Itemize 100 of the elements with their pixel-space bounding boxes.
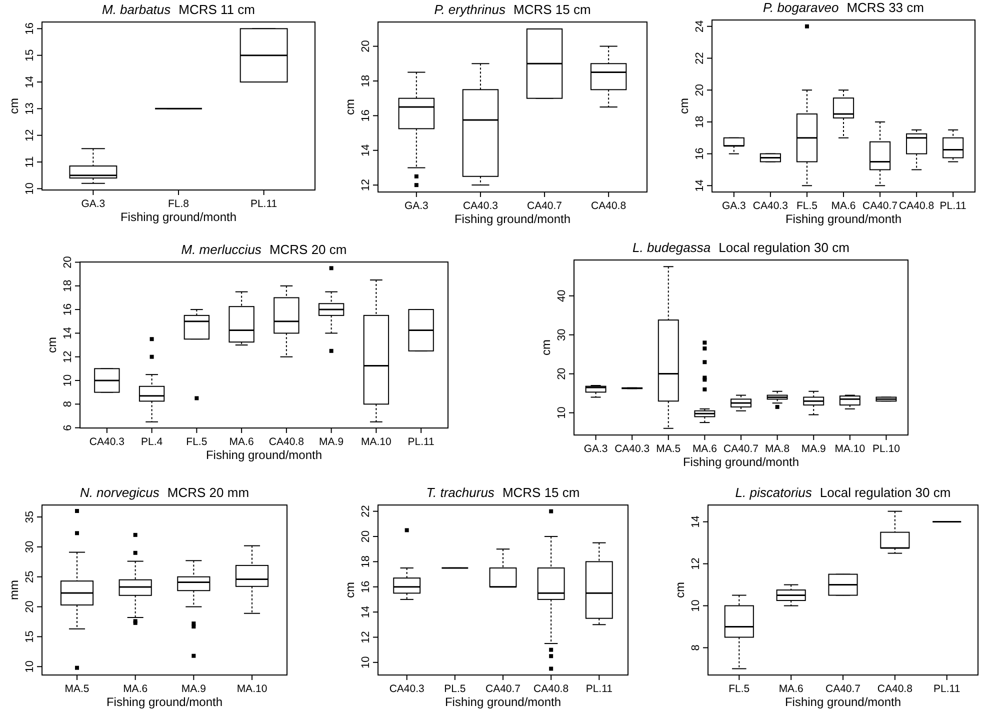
x-tick-label: MA.9 — [801, 443, 826, 455]
x-axis-title: Fishing ground/month — [785, 212, 902, 226]
y-tick-label: 10 — [24, 182, 36, 195]
y-tick-label: 20 — [62, 256, 74, 268]
chart-title: M. barbatus — [102, 2, 172, 17]
y-tick-label: 16 — [694, 148, 706, 160]
x-tick-label: PL.11 — [940, 200, 967, 212]
y-axis-title: cm — [45, 337, 59, 353]
y-tick-label: 22 — [694, 52, 706, 64]
y-tick-label: 10 — [690, 600, 702, 612]
x-tick-label: CA40.3 — [614, 443, 650, 455]
x-axis-title: Fishing ground/month — [784, 695, 902, 709]
x-tick-label: MA.10 — [361, 436, 392, 448]
x-tick-label: CA40.3 — [389, 683, 425, 695]
y-tick-label: 6 — [62, 424, 74, 431]
y-tick-label: 10 — [360, 656, 372, 669]
chart-title: T. trachurus — [426, 485, 495, 500]
x-tick-label: CA40.7 — [862, 200, 898, 212]
x-tick-label: CA40.8 — [268, 436, 304, 448]
y-axis-title: cm — [539, 340, 553, 356]
x-tick-label: MA.9 — [319, 436, 344, 448]
chart-title: L. piscatorius — [735, 485, 812, 500]
chart-subtitle: MCRS 33 cm — [846, 0, 924, 15]
y-tick-label: 14 — [24, 76, 36, 88]
y-tick-label: 25 — [24, 570, 36, 583]
chart-subtitle: Local regulation 30 cm — [820, 485, 951, 500]
x-tick-label: MA.9 — [181, 683, 206, 695]
x-tick-label: CA40.7 — [825, 683, 861, 695]
y-tick-label: 30 — [24, 540, 36, 554]
y-tick-label: 18 — [360, 74, 372, 88]
y-tick-label: 14 — [360, 144, 372, 156]
y-tick-label: 8 — [62, 401, 74, 408]
y-tick-label: 13 — [24, 102, 36, 115]
y-axis-title: mm — [7, 580, 21, 600]
x-tick-label: PL.10 — [872, 443, 900, 455]
x-axis-title: Fishing ground/month — [444, 695, 562, 709]
chart-subtitle: MCRS 20 cm — [269, 242, 347, 257]
x-tick-label: GA.3 — [722, 200, 746, 212]
y-tick-label: 12 — [360, 178, 372, 192]
y-axis-title: cm — [677, 98, 691, 114]
y-tick-label: 10 — [24, 660, 36, 673]
x-tick-label: PL.5 — [444, 683, 466, 695]
x-tick-label: FL.5 — [796, 200, 818, 212]
x-tick-label: FL.8 — [168, 198, 190, 210]
chart-subtitle: MCRS 20 mm — [167, 485, 250, 500]
y-tick-label: 16 — [360, 580, 372, 593]
x-tick-label: MA.5 — [64, 683, 90, 695]
x-tick-label: PL.4 — [141, 436, 163, 448]
y-tick-label: 16 — [24, 22, 36, 35]
x-tick-label: PL.11 — [408, 436, 435, 448]
y-tick-label: 20 — [360, 530, 372, 543]
x-tick-label: CA40.7 — [485, 683, 521, 695]
y-tick-label: 40 — [556, 290, 568, 302]
y-tick-label: 22 — [360, 505, 372, 518]
x-tick-label: FL.5 — [728, 683, 750, 695]
x-tick-label: CA40.8 — [591, 200, 626, 212]
x-tick-label: MA.6 — [692, 443, 718, 455]
chart-title: N. norvegicus — [80, 485, 160, 500]
y-tick-label: 15 — [24, 49, 36, 62]
y-tick-label: 14 — [694, 180, 706, 192]
x-tick-label: CA40.3 — [462, 200, 498, 212]
chart-title: L. budegassa — [632, 240, 711, 255]
x-tick-label: CA40.3 — [752, 200, 788, 212]
y-tick-label: 8 — [690, 644, 702, 651]
y-axis-title: cm — [343, 582, 357, 598]
y-tick-label: 14 — [360, 606, 372, 618]
x-tick-label: MA.8 — [765, 443, 790, 455]
x-tick-label: CA40.3 — [89, 436, 125, 448]
y-tick-label: 18 — [62, 280, 74, 292]
chart-subtitle: MCRS 15 cm — [514, 2, 591, 17]
chart-title: P. erythrinus — [434, 2, 506, 17]
y-tick-label: 16 — [360, 110, 372, 122]
y-axis-title: cm — [7, 98, 21, 114]
x-tick-label: MA.10 — [236, 683, 268, 695]
x-tick-label: CA40.7 — [527, 200, 562, 212]
x-tick-label: MA.6 — [831, 200, 856, 212]
y-tick-label: 11 — [24, 156, 36, 168]
chart-subtitle: MCRS 11 cm — [178, 2, 255, 17]
y-tick-label: 12 — [24, 129, 36, 142]
y-tick-label: 10 — [556, 406, 568, 419]
y-axis-title: cm — [673, 582, 687, 598]
y-tick-label: 20 — [24, 600, 36, 613]
chart-subtitle: Local regulation 30 cm — [718, 240, 850, 255]
y-tick-label: 20 — [360, 40, 372, 52]
y-tick-label: 24 — [694, 20, 706, 32]
x-tick-label: GA.3 — [584, 443, 608, 455]
chart-title: P. bogaraveo — [763, 0, 839, 15]
x-tick-label: CA40.7 — [723, 443, 759, 455]
chart-subtitle: MCRS 15 cm — [502, 485, 580, 500]
y-axis-title: cm — [343, 99, 357, 115]
y-tick-label: 14 — [62, 327, 74, 340]
y-tick-label: 30 — [556, 328, 568, 341]
x-tick-label: MA.6 — [229, 436, 254, 448]
y-tick-label: 15 — [24, 630, 36, 643]
y-tick-label: 35 — [24, 510, 36, 524]
x-tick-label: CA40.8 — [877, 683, 913, 695]
x-axis-title: Fishing ground/month — [682, 455, 800, 469]
x-tick-label: MA.6 — [778, 683, 804, 695]
x-tick-label: MA.6 — [123, 683, 148, 695]
x-tick-label: MA.5 — [656, 443, 681, 455]
